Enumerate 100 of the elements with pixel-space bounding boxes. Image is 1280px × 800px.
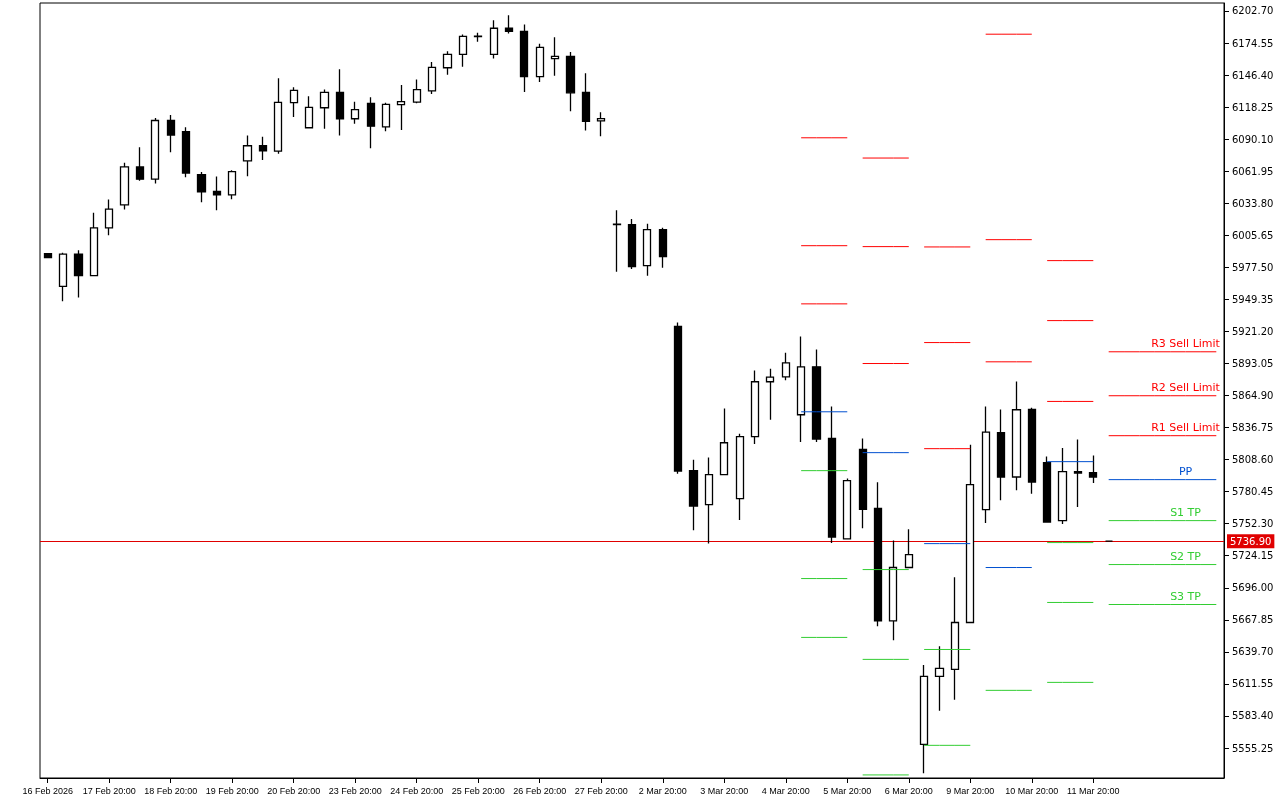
- candlestick: [196, 171, 207, 203]
- x-tick-label: 4 Mar 20:00: [761, 785, 810, 796]
- candlestick: [258, 135, 268, 161]
- candlestick: [704, 456, 714, 545]
- y-tick-label: 5583.40: [1232, 710, 1274, 722]
- y-tick-label: 6005.65: [1232, 229, 1274, 241]
- series-label: R3 Sell Limit: [1151, 336, 1221, 350]
- candlestick: [919, 664, 929, 774]
- candlestick: [811, 348, 822, 443]
- candlestick: [212, 175, 222, 211]
- candlestick: [673, 321, 683, 475]
- x-tick-label: 25 Feb 20:00: [451, 785, 505, 796]
- candlestick: [565, 51, 576, 112]
- candlestick: [627, 218, 637, 270]
- candlestick: [688, 459, 699, 531]
- candlestick: [366, 96, 376, 149]
- candlestick: [335, 68, 345, 137]
- candlestick: [996, 408, 1006, 501]
- candlestick: [458, 33, 468, 68]
- candlestick: [658, 227, 668, 269]
- x-tick-label: 5 Mar 20:00: [823, 785, 872, 796]
- x-tick-label: 3 Mar 20:00: [700, 785, 749, 796]
- candlestick: [442, 50, 453, 76]
- candlestick: [796, 335, 806, 443]
- candlestick: [873, 481, 883, 627]
- candlestick: [965, 444, 975, 624]
- candlestick: [135, 146, 145, 182]
- candlestick: [858, 437, 868, 529]
- candlestick: [119, 162, 130, 211]
- candlestick: [1088, 454, 1098, 484]
- y-tick-label: 6061.95: [1232, 165, 1274, 177]
- candlestick: [58, 251, 68, 303]
- candlestick: [612, 209, 622, 273]
- candlestick: [166, 114, 176, 153]
- candlestick: [489, 19, 499, 60]
- y-tick-label: 5780.45: [1232, 486, 1274, 498]
- candlestick: [273, 77, 283, 155]
- series-label: R2 Sell Limit: [1151, 380, 1221, 394]
- candlestick: [289, 86, 299, 118]
- candlestick: [427, 61, 437, 95]
- candlestick: [750, 369, 760, 445]
- y-tick-label: 6146.40: [1232, 69, 1274, 81]
- series-label: S3 TP: [1170, 589, 1202, 603]
- candlestick: [765, 368, 775, 421]
- candlestick: [719, 407, 729, 476]
- candlestick: [242, 134, 253, 177]
- y-tick-label: 5949.35: [1232, 293, 1274, 305]
- candlestick: [304, 95, 314, 129]
- x-tick-label: 24 Feb 20:00: [390, 785, 444, 796]
- y-tick-label: 5696.00: [1232, 582, 1274, 594]
- candlestick: [950, 576, 960, 701]
- candlestick: [1057, 447, 1068, 525]
- candlestick: [1027, 407, 1037, 495]
- candlestick: [396, 84, 406, 131]
- y-tick-label: 5724.15: [1232, 550, 1274, 562]
- series-label: S2 TP: [1170, 549, 1202, 563]
- candlestick: [319, 88, 330, 130]
- y-tick-label: 6202.70: [1232, 5, 1274, 17]
- x-tick-label: 16 Feb 2026: [22, 785, 73, 796]
- candlestick: [473, 32, 483, 43]
- y-tick-label: 5921.20: [1232, 325, 1274, 337]
- series-label: PP: [1178, 464, 1193, 478]
- x-tick-label: 27 Feb 20:00: [574, 785, 628, 796]
- y-tick-label: 6033.80: [1232, 197, 1274, 209]
- candlestick: [1073, 438, 1083, 508]
- candlestick: [535, 42, 545, 83]
- y-tick-label: 5864.90: [1232, 390, 1274, 402]
- ref-line-label: 5736.90: [1230, 535, 1272, 547]
- x-tick-label: 17 Feb 20:00: [82, 785, 136, 796]
- series-label: R1 Sell Limit: [1151, 420, 1221, 434]
- candlestick: [642, 223, 652, 277]
- candlestick: [73, 249, 84, 299]
- candlestick: [412, 78, 422, 104]
- y-tick-label: 6090.10: [1232, 133, 1274, 145]
- candlestick: [827, 405, 837, 544]
- series-label: S1 TP: [1170, 505, 1202, 519]
- y-tick-label: 6118.25: [1232, 101, 1274, 113]
- candlestick: [735, 433, 745, 521]
- candlestick: [1011, 380, 1022, 491]
- y-tick-label: 5808.60: [1232, 454, 1274, 466]
- y-tick-label: 5893.05: [1232, 357, 1274, 369]
- y-tick-label: 6174.55: [1232, 37, 1274, 49]
- x-tick-label: 26 Feb 20:00: [513, 785, 567, 796]
- candlestick: [181, 126, 191, 178]
- candlestick: [504, 14, 514, 35]
- candlestick: [350, 101, 360, 125]
- x-tick-label: 9 Mar 20:00: [946, 785, 995, 796]
- y-tick-label: 5977.50: [1232, 261, 1274, 273]
- candlestick: [904, 528, 914, 569]
- x-tick-label: 20 Feb 20:00: [267, 785, 321, 796]
- candlestick: [888, 539, 898, 641]
- y-tick-label: 5752.30: [1232, 518, 1274, 530]
- candlestick: [104, 198, 114, 236]
- candlestick: [1042, 455, 1052, 524]
- candlestick: [550, 36, 560, 77]
- y-tick-label: 5667.85: [1232, 614, 1274, 626]
- candlestick: [934, 645, 945, 712]
- x-tick-label: 6 Mar 20:00: [884, 785, 933, 796]
- candlestick: [381, 102, 391, 132]
- x-tick-label: 23 Feb 20:00: [328, 785, 382, 796]
